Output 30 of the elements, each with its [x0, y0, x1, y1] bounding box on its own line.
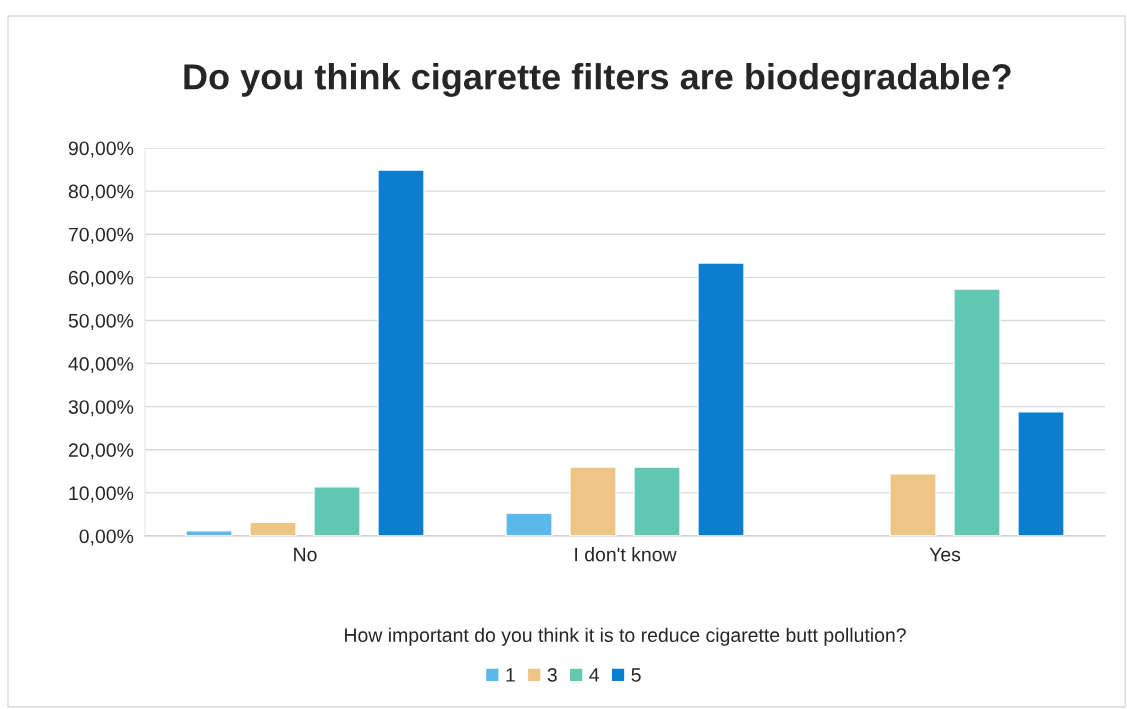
legend-label: 1 — [506, 668, 515, 682]
bar — [505, 512, 553, 536]
y-tick-label: 30,00% — [68, 400, 134, 417]
y-tick-label: 20,00% — [68, 443, 134, 460]
chart-title: Do you think cigarette filters are biodegradable? — [184, 63, 1011, 97]
bar — [633, 466, 681, 536]
x-axis-title: How important do you think it is to reduce cigarette butt pollution? — [345, 627, 906, 646]
bar — [1017, 411, 1065, 536]
bar — [697, 262, 745, 536]
y-tick-label: 10,00% — [69, 486, 134, 503]
x-tick-label: Yes — [929, 547, 961, 562]
bar — [377, 169, 425, 536]
bar — [889, 473, 937, 536]
legend-label: 3 — [547, 668, 557, 682]
y-tick-label: 0,00% — [79, 529, 134, 546]
y-tick-label: 90,00% — [68, 141, 134, 158]
x-tick-label: I don't know — [575, 547, 677, 562]
y-tick-label: 40,00% — [68, 357, 134, 374]
y-tick-label: 60,00% — [68, 270, 134, 287]
y-tick-label: 80,00% — [68, 184, 134, 201]
x-tick-label: No — [294, 547, 317, 562]
y-tick-label: 50,00% — [68, 313, 134, 330]
bar — [569, 466, 617, 536]
bar — [185, 530, 233, 536]
legend-label: 4 — [589, 668, 600, 682]
bar — [313, 486, 361, 536]
bar — [953, 288, 1001, 536]
legend-label: 5 — [631, 668, 641, 682]
bar — [249, 521, 297, 536]
y-tick-label: 70,00% — [68, 227, 134, 244]
